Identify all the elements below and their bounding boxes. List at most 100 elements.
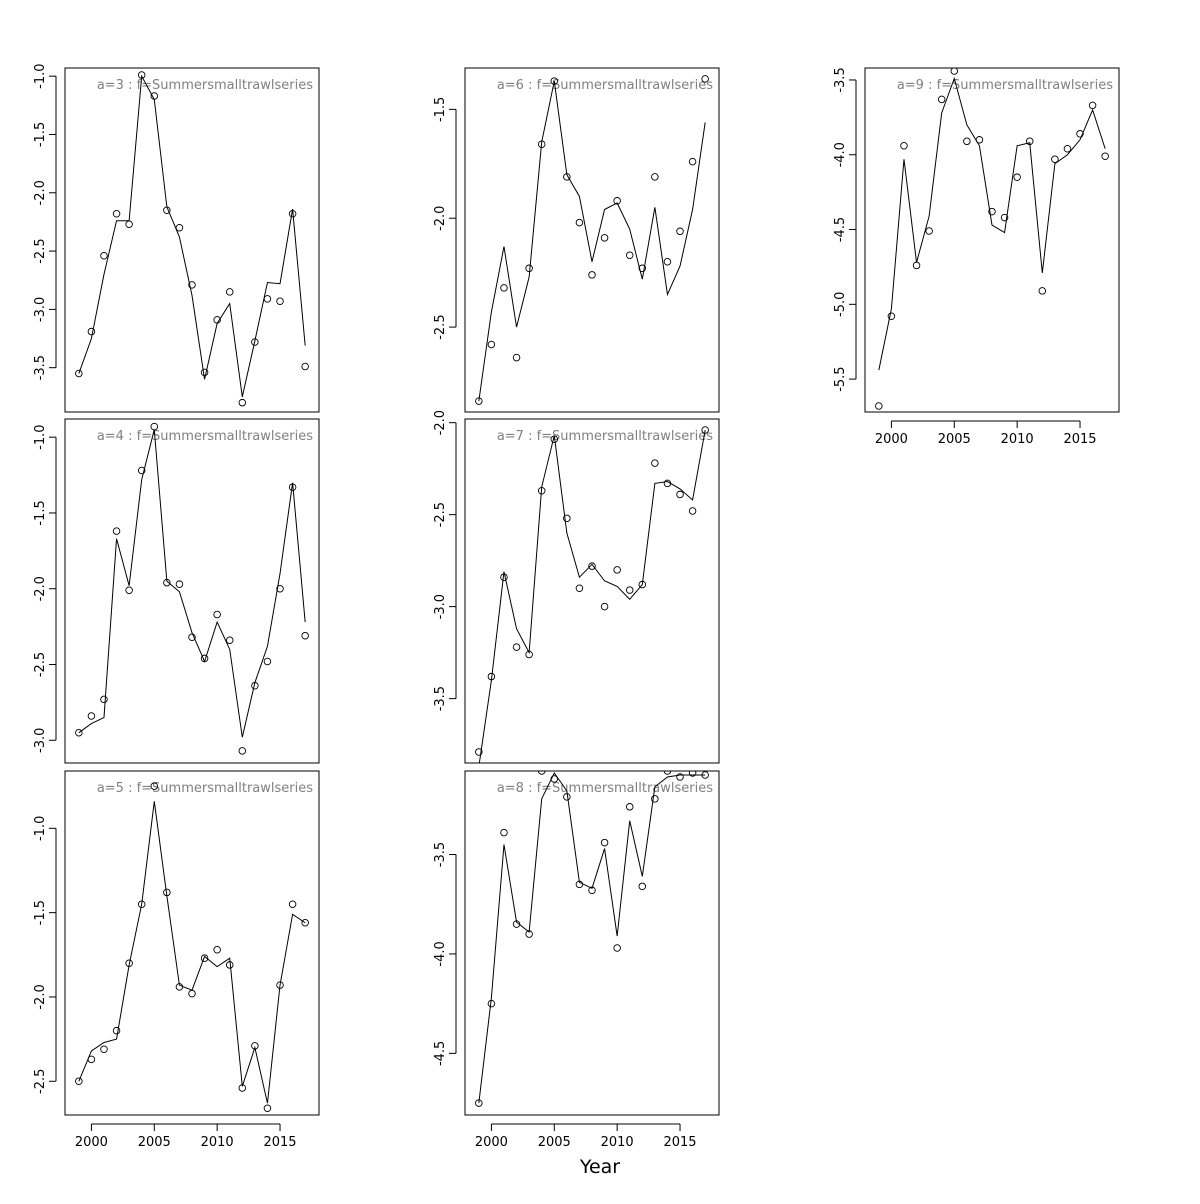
observed-point: [875, 402, 883, 410]
panel-data: [475, 426, 709, 763]
observed-point: [963, 137, 971, 146]
observed-point: [100, 1045, 108, 1053]
observed-point: [1000, 213, 1009, 222]
observed-point: [600, 602, 609, 611]
fitted-line: [478, 429, 706, 763]
x-tick-label: 2000: [475, 1135, 508, 1150]
y-tick-label: -3.5: [433, 686, 448, 711]
y-tick-label: -2.5: [33, 1069, 48, 1094]
observed-point: [263, 295, 272, 303]
observed-point: [1013, 173, 1021, 181]
panel-data: [875, 68, 1109, 410]
observed-point: [125, 220, 133, 229]
x-axis-label: Year: [579, 1156, 621, 1178]
observed-point: [200, 368, 209, 377]
panel-title: a=3 : f=Summersmalltrawlseries: [97, 78, 313, 93]
fitted-line: [78, 429, 306, 738]
plot-frame: [64, 770, 320, 1116]
observed-point: [613, 944, 621, 952]
panel-6: a=8 : f=Summersmalltrawlseries -4.5 -4.0 -3…: [433, 770, 720, 1150]
observed-point: [1101, 152, 1109, 160]
y-tick-label: -2.0: [33, 984, 48, 1009]
y-tick-label: -3.0: [433, 594, 448, 619]
observed-point: [600, 838, 609, 847]
observed-point: [900, 142, 908, 150]
panel-title: a=7 : f=Summersmalltrawlseries: [497, 429, 713, 444]
observed-point: [676, 227, 684, 236]
observed-point: [663, 771, 672, 775]
observed-point: [563, 514, 571, 523]
observed-point: [112, 527, 121, 535]
y-tick-label: -1.0: [33, 816, 48, 841]
observed-point: [625, 251, 634, 259]
panel-title: a=9 : f=Summersmalltrawlseries: [897, 78, 1113, 93]
panel-1: a=3 : f=Summersmalltrawlseries -3.5 -3.0 -2…: [33, 63, 320, 413]
plot-frame: [464, 67, 720, 413]
observed-point: [175, 580, 184, 588]
observed-point: [688, 157, 697, 166]
x-tick-label: 2010: [1001, 432, 1034, 447]
observed-point: [238, 747, 247, 755]
observed-point: [112, 210, 121, 218]
panel-7: a=9 : f=Summersmalltrawlseries -5.5 -5.0 -4…: [833, 67, 1120, 447]
observed-point: [688, 771, 697, 777]
y-tick-label: -3.5: [833, 67, 848, 92]
y-tick-label: -4.0: [433, 941, 448, 966]
fitted-line: [78, 74, 306, 397]
observed-point: [575, 218, 584, 227]
observed-point: [512, 643, 521, 651]
observed-point: [475, 748, 483, 756]
observed-point: [188, 281, 196, 289]
observed-point: [500, 284, 508, 292]
y-tick-label: -5.5: [833, 366, 848, 391]
y-tick-label: -3.5: [433, 842, 448, 867]
observed-point: [625, 803, 634, 811]
observed-point: [625, 586, 634, 594]
observed-point: [701, 426, 709, 434]
observed-point: [937, 95, 946, 104]
x-tick-label: 2015: [663, 1135, 696, 1150]
observed-point: [100, 251, 108, 260]
panel-4: a=6 : f=Summersmalltrawlseries -2.5 -2.0 -1…: [433, 67, 720, 413]
x-tick-label: 2015: [1063, 432, 1096, 447]
fitted-line: [878, 76, 1106, 371]
panel-5: a=7 : f=Summersmalltrawlseries -3.5 -3.0 -2…: [433, 410, 720, 764]
observed-point: [276, 584, 284, 593]
observed-point: [638, 882, 647, 891]
observed-point: [75, 369, 83, 378]
observed-point: [200, 954, 209, 962]
observed-point: [887, 312, 896, 321]
y-tick-label: -1.5: [33, 900, 48, 925]
observed-point: [263, 1104, 272, 1113]
observed-point: [651, 459, 659, 467]
x-tick-label: 2005: [138, 1135, 171, 1150]
observed-point: [301, 631, 309, 640]
observed-point: [188, 633, 196, 641]
observed-point: [950, 68, 959, 75]
panel-3: a=5 : f=Summersmalltrawlseries -2.5 -2.0 -1…: [33, 770, 320, 1150]
observed-point: [225, 288, 234, 296]
panel-data: [475, 75, 709, 405]
observed-point: [150, 782, 159, 790]
y-tick-label: -2.0: [433, 410, 448, 435]
y-tick-label: -4.5: [433, 1041, 448, 1066]
panel-title: a=6 : f=Summersmalltrawlseries: [497, 78, 713, 93]
observed-point: [175, 224, 184, 232]
y-tick-label: -3.0: [33, 297, 48, 322]
observed-point: [588, 562, 596, 570]
observed-point: [500, 828, 508, 837]
y-tick-label: -2.0: [33, 180, 48, 205]
observed-point: [663, 258, 672, 266]
observed-point: [912, 261, 921, 270]
fitted-line: [478, 772, 706, 1104]
observed-point: [276, 297, 284, 305]
observed-point: [588, 271, 596, 279]
observed-point: [1051, 155, 1059, 163]
panel-title: a=8 : f=Summersmalltrawlseries: [497, 781, 713, 796]
y-tick-label: -1.5: [433, 97, 448, 122]
x-tick-label: 2010: [601, 1135, 634, 1150]
observed-point: [213, 945, 221, 954]
plot-frame: [64, 418, 320, 764]
y-tick-label: -4.5: [833, 217, 848, 242]
